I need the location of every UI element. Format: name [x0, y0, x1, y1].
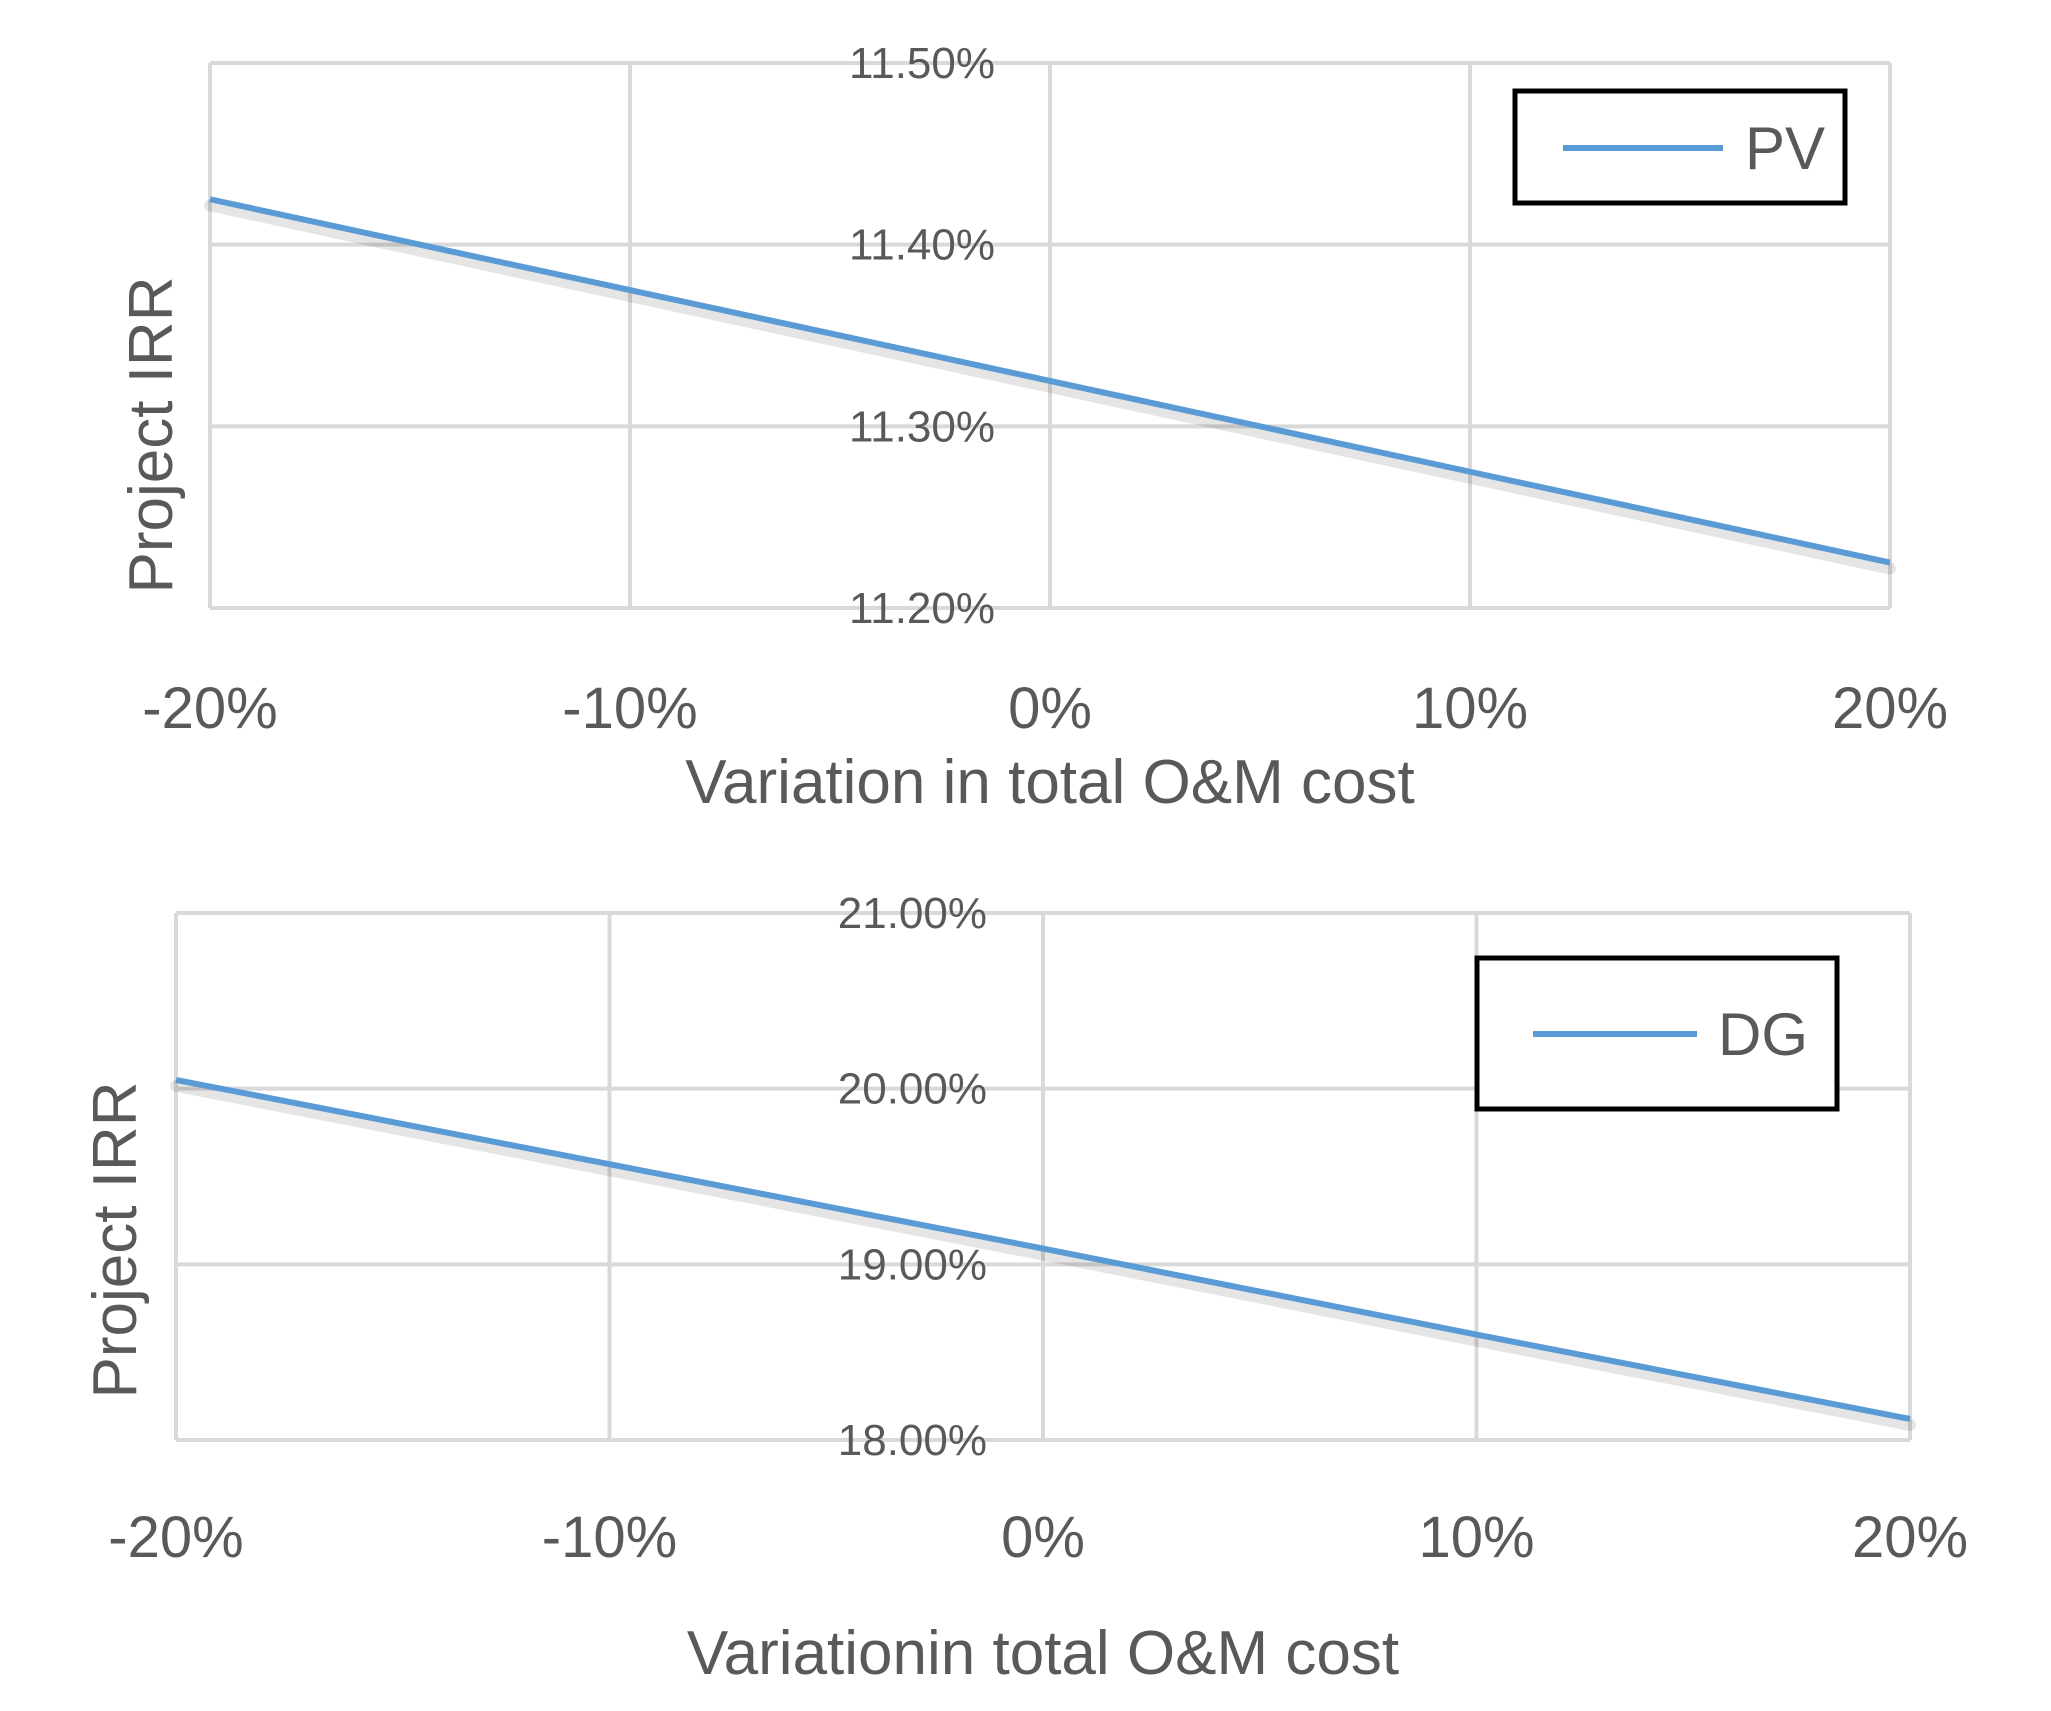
x-tick-label: -20% [108, 1505, 243, 1570]
chart-0: 11.20% 11.30% 11.40% 11.50% -20% -10% 0% 10% 20%… [117, 39, 1948, 817]
series-line-shadow [204, 199, 1896, 575]
x-tick-label: 10% [1412, 676, 1528, 741]
x-tick-label: 20% [1852, 1505, 1968, 1570]
y-axis-title: Project IRR [117, 277, 186, 594]
series-line-shadow [170, 1079, 1916, 1431]
legend-label: PV [1745, 115, 1825, 182]
y-tick-label: 11.40% [849, 221, 995, 270]
y-tick-label: 20.00% [838, 1065, 987, 1114]
y-tick-label: 11.30% [849, 402, 995, 451]
y-tick-label: 11.20% [849, 584, 995, 633]
x-tick-label: 0% [1001, 1505, 1085, 1570]
x-tick-label: -10% [562, 676, 697, 741]
y-tick-label: 18.00% [838, 1416, 987, 1465]
chart-1: 18.00% 19.00% 20.00% 21.00% -20% -10% 0% 10% 20%… [81, 889, 1968, 1688]
series-line-dg [175, 1076, 1911, 1422]
y-tick-label: 19.00% [838, 1240, 987, 1289]
x-tick-label: 10% [1418, 1505, 1534, 1570]
x-tick-label: -10% [542, 1505, 677, 1570]
series-line-pv [209, 196, 1891, 566]
x-tick-label: 0% [1008, 676, 1092, 741]
y-tick-label: 21.00% [838, 889, 987, 938]
legend-label: DG [1718, 1001, 1808, 1068]
x-axis-title: Variation in total O&M cost [685, 748, 1414, 817]
x-axis-title: Variationin total O&M cost [687, 1619, 1399, 1688]
x-tick-label: -20% [142, 676, 277, 741]
x-tick-label: 20% [1832, 676, 1948, 741]
y-tick-label: 11.50% [849, 39, 995, 88]
y-axis-title: Project IRR [81, 1082, 150, 1399]
